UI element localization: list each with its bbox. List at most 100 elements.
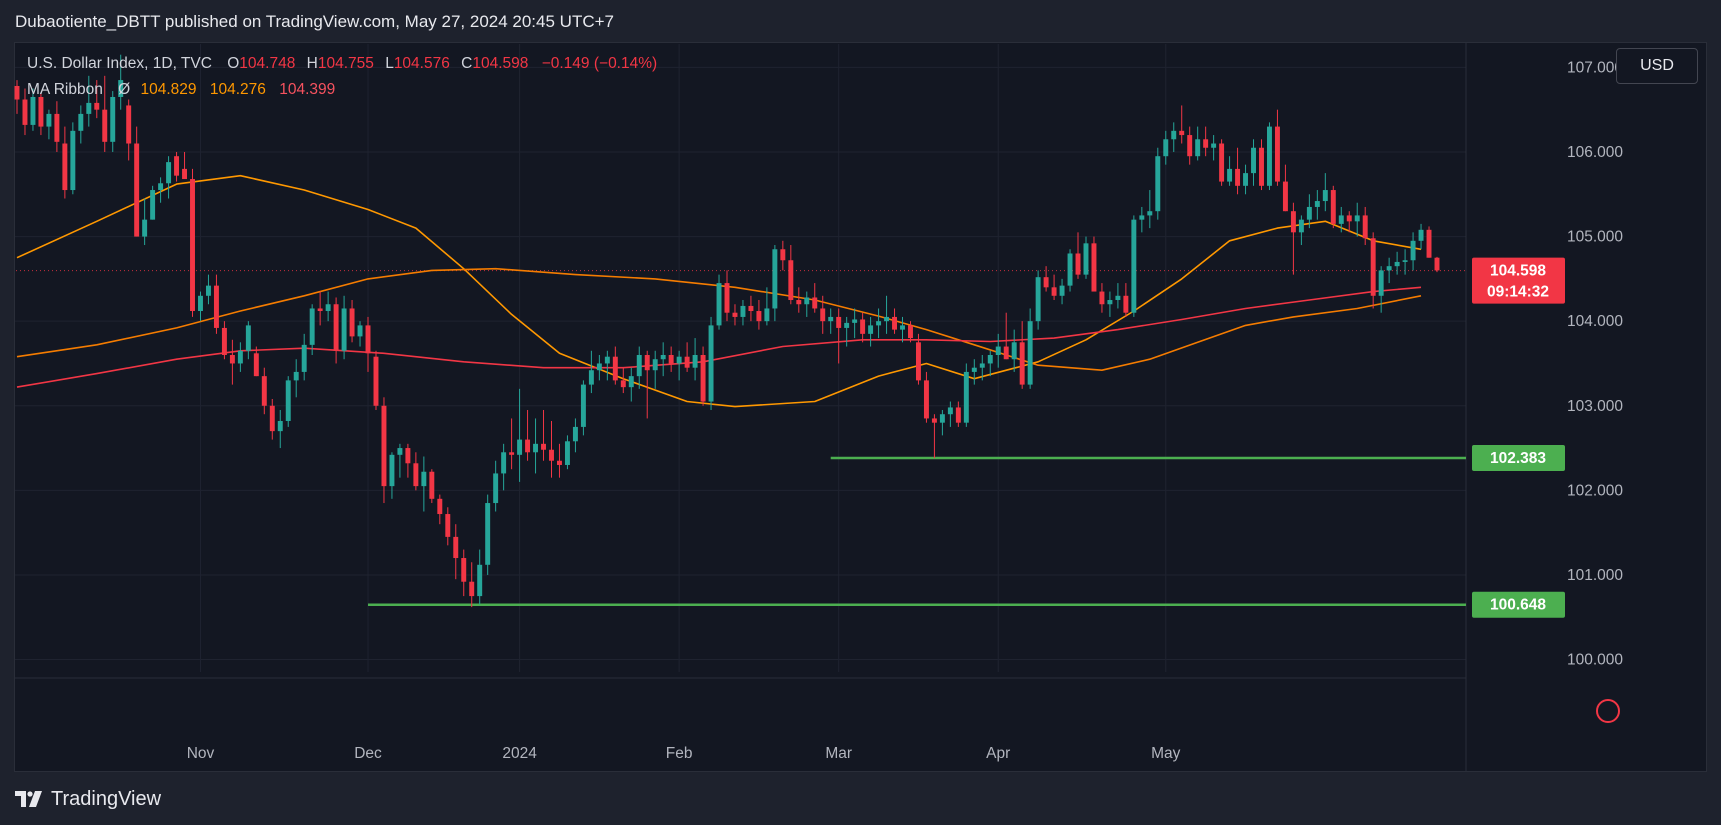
candle-body[interactable] (509, 452, 515, 455)
candle-body[interactable] (931, 418, 937, 423)
candle-body[interactable] (1195, 139, 1201, 157)
candle-body[interactable] (668, 355, 674, 364)
candle-body[interactable] (541, 443, 546, 450)
candle-body[interactable] (1035, 277, 1041, 322)
candle-body[interactable] (142, 219, 148, 237)
candle-body[interactable] (860, 319, 866, 334)
candle-body[interactable] (469, 581, 475, 597)
candle-body[interactable] (580, 384, 586, 427)
candle-body[interactable] (309, 308, 315, 345)
candle-body[interactable] (780, 249, 786, 261)
candle-body[interactable] (971, 367, 977, 372)
candle-body[interactable] (1330, 190, 1336, 224)
candle-body[interactable] (1043, 277, 1049, 288)
candle-body[interactable] (1434, 257, 1440, 271)
candle-body[interactable] (724, 283, 730, 313)
candle-body[interactable] (1290, 211, 1296, 233)
candle-body[interactable] (804, 297, 810, 305)
candle-body[interactable] (182, 168, 188, 180)
candle-body[interactable] (995, 346, 1001, 355)
candle-body[interactable] (1394, 261, 1400, 267)
candle-body[interactable] (1179, 130, 1185, 136)
candle-body[interactable] (1251, 147, 1256, 174)
candle-body[interactable] (1322, 190, 1328, 202)
candle-body[interactable] (1354, 215, 1360, 222)
candle-body[interactable] (1386, 266, 1392, 271)
candle-body[interactable] (876, 321, 882, 326)
candle-body[interactable] (86, 102, 92, 114)
candle-body[interactable] (1410, 240, 1416, 261)
candle-body[interactable] (1091, 243, 1097, 292)
currency-button[interactable]: USD (1616, 48, 1698, 84)
candle-body[interactable] (788, 260, 794, 301)
candle-body[interactable] (485, 503, 491, 565)
candle-body[interactable] (1259, 147, 1264, 186)
candle-body[interactable] (1067, 253, 1073, 286)
candle-body[interactable] (1370, 238, 1376, 296)
candle-body[interactable] (126, 105, 132, 144)
candle-body[interactable] (844, 322, 850, 328)
candle-body[interactable] (979, 363, 985, 368)
candle-body[interactable] (620, 380, 626, 388)
candle-body[interactable] (1019, 342, 1025, 385)
candle-body[interactable] (493, 473, 499, 504)
candle-body[interactable] (756, 311, 762, 322)
candle-body[interactable] (612, 356, 618, 381)
candle-body[interactable] (892, 316, 898, 330)
symbol-legend[interactable]: U.S. Dollar Index, 1D, TVC O104.748 H104… (27, 55, 660, 73)
candle-body[interactable] (102, 109, 108, 142)
candle-body[interactable] (429, 471, 435, 499)
candle-body[interactable] (38, 96, 44, 127)
candle-body[interactable] (1338, 215, 1344, 224)
candle-body[interactable] (676, 356, 682, 364)
symbol-name[interactable]: U.S. Dollar Index, 1D, TVC (27, 55, 212, 72)
candle-body[interactable] (30, 96, 36, 125)
candle-body[interactable] (477, 564, 483, 597)
candle-body[interactable] (1131, 219, 1137, 313)
candle-body[interactable] (325, 304, 331, 312)
candle-body[interactable] (293, 371, 299, 381)
candle-body[interactable] (828, 316, 834, 322)
candle-body[interactable] (221, 327, 227, 355)
candle-body[interactable] (373, 356, 379, 406)
candle-body[interactable] (357, 325, 363, 337)
candle-body[interactable] (1003, 346, 1009, 360)
candle-body[interactable] (1163, 139, 1169, 157)
candle-body[interactable] (501, 452, 507, 474)
ma-ribbon-label[interactable]: MA Ribbon (27, 81, 103, 98)
candle-body[interactable] (413, 463, 419, 487)
candle-body[interactable] (796, 300, 802, 305)
candle-body[interactable] (836, 316, 842, 328)
candle-body[interactable] (987, 355, 993, 364)
candle-body[interactable] (533, 443, 539, 453)
candle-body[interactable] (764, 308, 770, 322)
candle-body[interactable] (205, 285, 211, 296)
candle-body[interactable] (1083, 243, 1089, 275)
candle-body[interactable] (70, 130, 76, 191)
candle-body[interactable] (915, 342, 921, 381)
candle-body[interactable] (190, 179, 195, 312)
candle-body[interactable] (333, 304, 339, 351)
candle-body[interactable] (947, 407, 953, 415)
candle-body[interactable] (939, 414, 945, 423)
candle-body[interactable] (628, 376, 634, 388)
candle-body[interactable] (134, 143, 140, 237)
candle-body[interactable] (253, 353, 259, 377)
candle-body[interactable] (923, 380, 929, 419)
candle-body[interactable] (1203, 139, 1209, 148)
candle-body[interactable] (1426, 229, 1432, 258)
candle-body[interactable] (213, 285, 219, 328)
candle-body[interactable] (716, 283, 722, 326)
candle-body[interactable] (963, 371, 969, 423)
candle-body[interactable] (732, 312, 738, 317)
candle-body[interactable] (572, 426, 578, 442)
candle-body[interactable] (517, 439, 523, 455)
candle-body[interactable] (261, 376, 267, 406)
candle-body[interactable] (1051, 287, 1057, 296)
candle-body[interactable] (1235, 168, 1241, 186)
candle-body[interactable] (700, 355, 706, 402)
candle-body[interactable] (955, 407, 961, 423)
candle-body[interactable] (1219, 143, 1225, 182)
candle-body[interactable] (1274, 126, 1280, 182)
